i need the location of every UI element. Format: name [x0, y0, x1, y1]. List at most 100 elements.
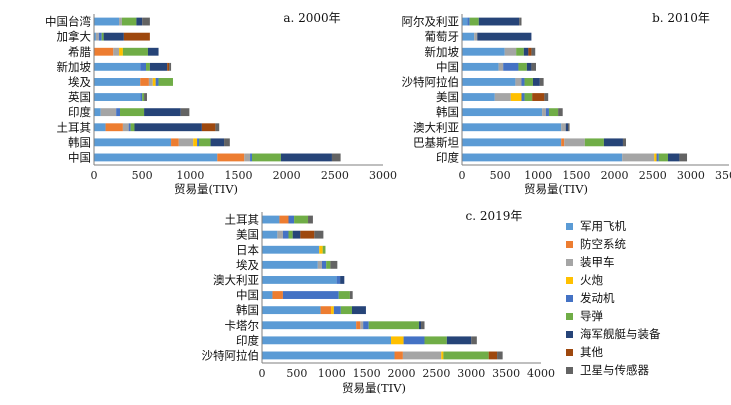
bar-segment	[100, 108, 117, 117]
x-tick-label: 500	[286, 367, 307, 380]
bar-segment	[340, 276, 345, 284]
x-tick-label: 3500	[715, 169, 731, 182]
category-label: 葡萄牙	[425, 30, 460, 44]
bar-segment	[98, 32, 102, 41]
x-tick-label: 2500	[321, 169, 349, 182]
bar-segment	[119, 47, 123, 56]
bar-segment	[262, 215, 280, 224]
bar-segment	[321, 260, 327, 269]
bar-segment	[462, 93, 495, 101]
bar-segment	[155, 78, 159, 86]
bar-segment	[262, 336, 392, 345]
category-label: 印度	[236, 333, 259, 347]
bar-segment	[308, 215, 313, 224]
bar-segment	[497, 351, 503, 360]
bar-segment	[121, 17, 137, 26]
x-tick-label: 3500	[492, 367, 520, 380]
bar-segment	[282, 291, 339, 299]
bar-segment	[532, 78, 540, 86]
bar-segment	[201, 123, 216, 132]
category-label: 卡塔尔	[225, 318, 260, 332]
x-tick-label: 2500	[422, 367, 450, 380]
bar-segment	[532, 93, 545, 101]
category-label: 印度	[68, 105, 91, 119]
bar-segment	[548, 108, 559, 117]
bar-segment	[292, 230, 301, 239]
bar-segment	[152, 78, 156, 86]
bar-segment	[568, 123, 570, 132]
bar-segment	[136, 17, 143, 26]
x-tick-label: 2500	[639, 169, 667, 182]
category-label: 澳大利亚	[213, 273, 259, 287]
category-label: 加拿大	[57, 30, 92, 44]
bar-segment	[504, 47, 517, 56]
bar-segment	[603, 138, 623, 147]
bar-segment	[319, 245, 323, 254]
bar-segment	[140, 93, 143, 101]
bar-segment	[462, 138, 562, 147]
bar-segment	[462, 32, 475, 41]
category-label: 沙特阿拉伯	[202, 348, 260, 362]
bar-segment	[462, 78, 516, 86]
bar-segment	[446, 336, 472, 345]
x-tick-label: 1000	[318, 367, 346, 380]
bar-segment	[356, 321, 361, 330]
bar-segment	[477, 32, 532, 41]
bar-segment	[169, 62, 172, 71]
bar-segment	[320, 306, 332, 315]
bar-segment	[667, 153, 680, 162]
bar-segment	[123, 32, 150, 41]
bar-segment	[394, 351, 403, 360]
bar-segment	[262, 291, 273, 299]
bar-segment	[474, 32, 478, 41]
bar-segment	[116, 108, 121, 117]
legend-label: 装甲车	[580, 255, 615, 269]
legend-label: 导弹	[580, 309, 603, 323]
bar-segment	[330, 260, 338, 269]
bar-segment	[561, 138, 565, 147]
bar-segment	[94, 123, 106, 132]
bar-segment	[544, 93, 549, 101]
legend-label: 火炮	[580, 273, 603, 287]
bar-segment	[288, 230, 293, 239]
bar-segment	[262, 230, 278, 239]
bar-segment	[478, 17, 520, 26]
x-tick-label: 4000	[527, 367, 555, 380]
bar-segment	[561, 123, 566, 132]
bar-segment	[180, 108, 190, 117]
bar-segment	[142, 17, 150, 26]
bar-segment	[105, 123, 123, 132]
bar-segment	[441, 351, 444, 360]
bar-segment	[658, 153, 668, 162]
bar-segment	[584, 138, 604, 147]
bar-segment	[144, 108, 181, 117]
bar-segment	[545, 108, 549, 117]
bar-segment	[113, 47, 120, 56]
bar-segment	[418, 321, 422, 330]
bar-segment	[272, 291, 283, 299]
category-label: 新加坡	[425, 45, 460, 59]
bar-segment	[94, 78, 141, 86]
bar-segment	[539, 78, 544, 86]
bar-segment	[462, 62, 499, 71]
bar-segment	[349, 291, 353, 299]
x-tick-label: 3000	[677, 169, 705, 182]
bar-segment	[498, 62, 504, 71]
bar-segment	[351, 306, 366, 315]
category-label: 埃及	[236, 258, 259, 272]
bar-segment	[326, 260, 331, 269]
bar-segment	[403, 336, 425, 345]
category-label: 埃及	[68, 75, 91, 89]
bar-segment	[340, 306, 352, 315]
bar-segment	[94, 138, 172, 147]
bar-segment	[94, 108, 101, 117]
bar-segment	[518, 62, 527, 71]
bar-segment	[531, 47, 536, 56]
legend-swatch	[566, 349, 573, 356]
bar-segment	[462, 17, 468, 26]
category-label: 中国	[68, 150, 91, 164]
legend-label: 军用飞机	[580, 219, 626, 233]
x-tick-label: 0	[91, 169, 98, 182]
